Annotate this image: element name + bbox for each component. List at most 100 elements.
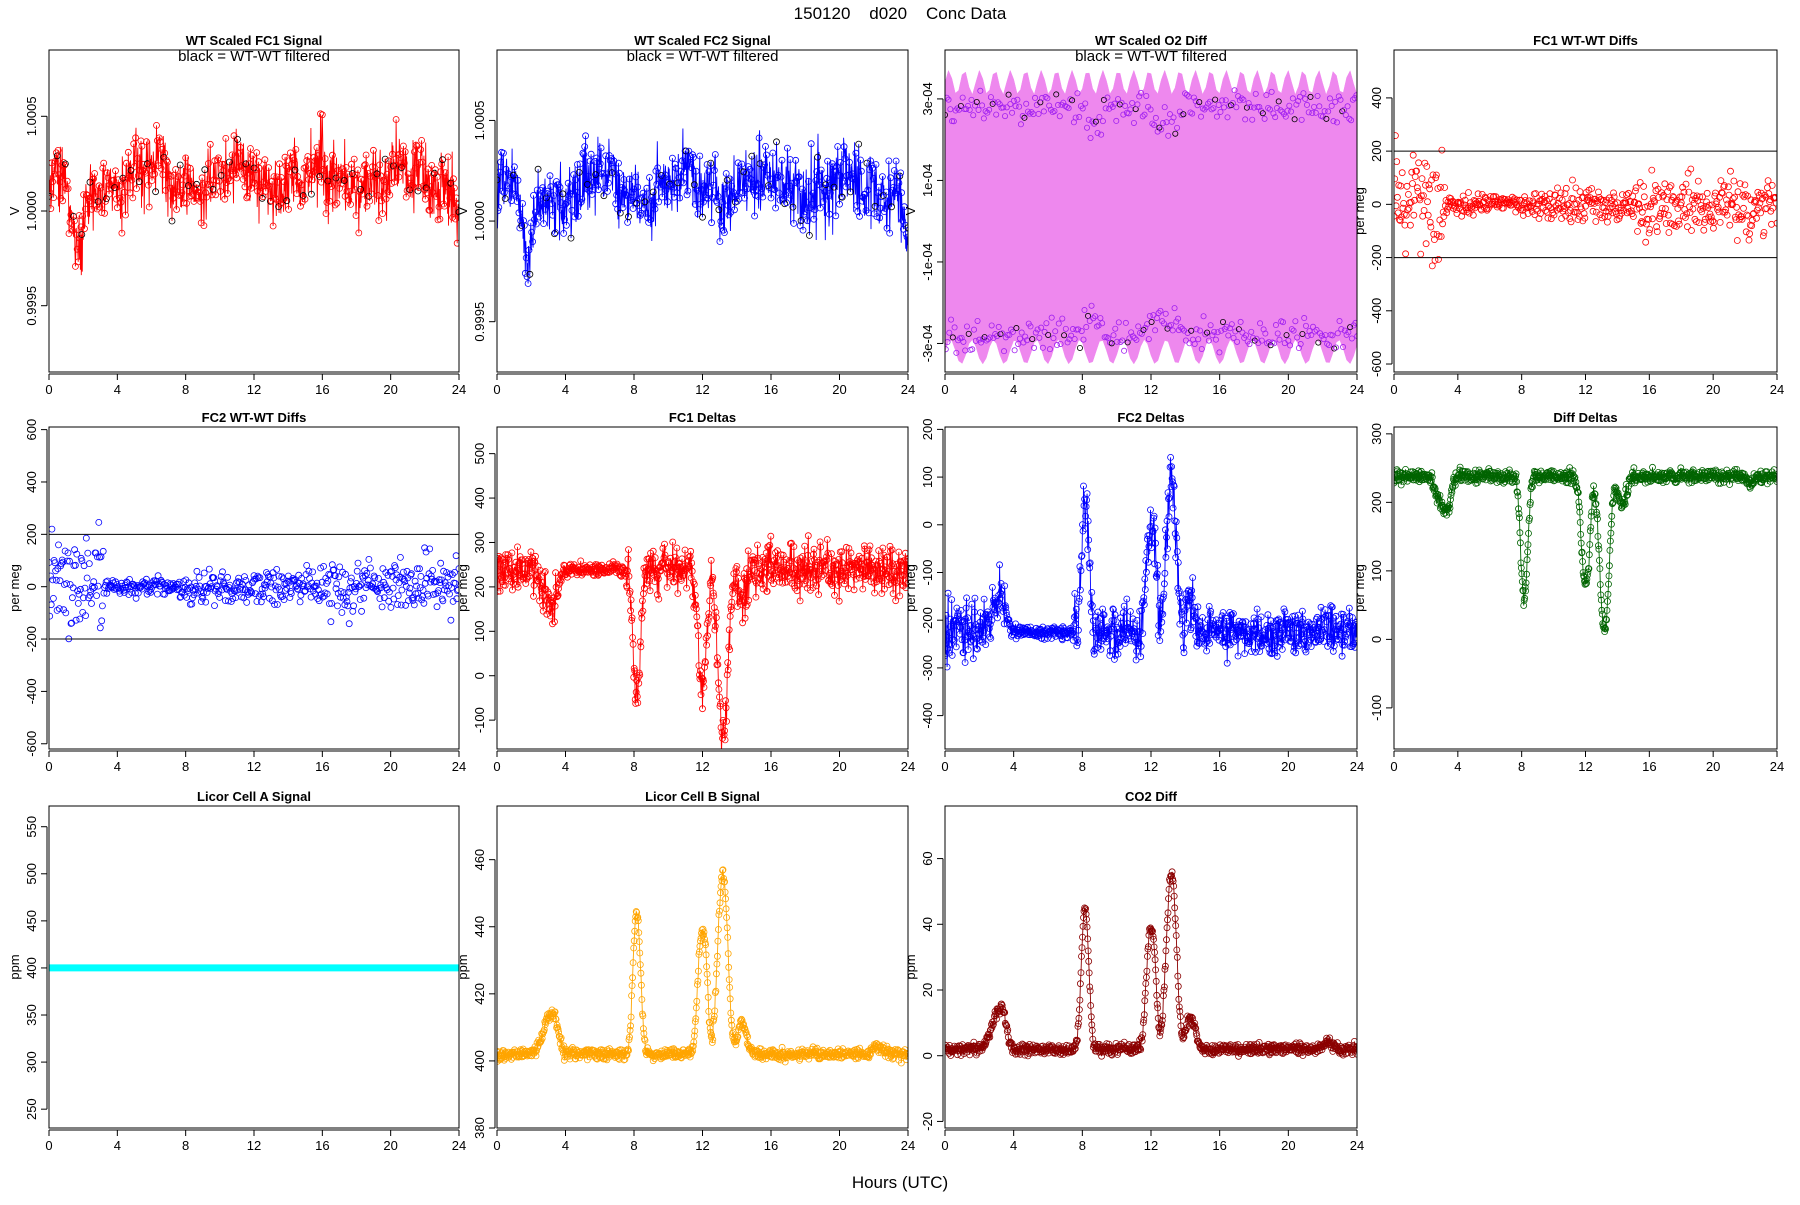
x-tick-label: 24: [452, 382, 466, 397]
y-tick-label: 100: [920, 466, 935, 488]
x-tick-label: 12: [1144, 759, 1158, 774]
y-tick-label: 0.9995: [24, 286, 39, 326]
y-axis-label: V: [7, 206, 22, 215]
x-tick-label: 8: [182, 759, 189, 774]
y-tick-label: -100: [920, 559, 935, 585]
y-tick-label: 3e-04: [920, 82, 935, 115]
page-title: 150120 d020 Conc Data: [794, 4, 1007, 23]
x-tick-label: 8: [1079, 759, 1086, 774]
y-tick-label: 600: [24, 419, 39, 441]
y-tick-label: -3e-04: [920, 325, 935, 363]
x-tick-label: 20: [383, 382, 397, 397]
panel-title: WT Scaled FC1 Signal: [186, 33, 323, 48]
y-tick-label: 1.0005: [472, 101, 487, 141]
x-tick-label: 0: [493, 382, 500, 397]
y-tick-label: 200: [472, 576, 487, 598]
x-tick-label: 12: [695, 759, 709, 774]
panel-title: WT Scaled FC2 Signal: [634, 33, 771, 48]
x-tick-label: 20: [1281, 759, 1295, 774]
panel-title: FC1 Deltas: [669, 410, 736, 425]
x-tick-label: 12: [247, 382, 261, 397]
y-tick-label: -400: [920, 703, 935, 729]
panel-title: FC2 WT-WT Diffs: [202, 410, 307, 425]
x-axis-label: Hours (UTC): [852, 1173, 948, 1192]
x-tick-label: 16: [1642, 382, 1656, 397]
x-tick-label: 24: [1350, 382, 1364, 397]
y-tick-label: 0: [472, 672, 487, 679]
y-tick-label: 500: [472, 443, 487, 465]
y-tick-label: -600: [24, 731, 39, 757]
y-tick-label: 0: [920, 521, 935, 528]
x-tick-label: 8: [182, 382, 189, 397]
y-axis-label: V: [903, 206, 918, 215]
y-tick-label: 200: [24, 523, 39, 545]
y-axis-label: per meg: [455, 564, 470, 612]
x-tick-label: 24: [1350, 759, 1364, 774]
x-tick-label: 24: [901, 759, 915, 774]
x-tick-label: 16: [315, 382, 329, 397]
y-tick-label: 400: [24, 471, 39, 493]
y-axis-label: per meg: [903, 564, 918, 612]
x-tick-label: 16: [764, 759, 778, 774]
x-tick-label: 0: [493, 759, 500, 774]
x-tick-label: 16: [764, 382, 778, 397]
panel-title: WT Scaled O2 Diff: [1095, 33, 1208, 48]
x-tick-label: 4: [114, 759, 121, 774]
y-tick-label: -200: [1369, 245, 1384, 271]
y-tick-label: -400: [1369, 298, 1384, 324]
y-tick-label: -600: [1369, 351, 1384, 377]
x-tick-label: 4: [1454, 382, 1461, 397]
x-tick-label: 4: [1010, 759, 1017, 774]
x-tick-label: 20: [1706, 382, 1720, 397]
y-tick-label: 400: [472, 487, 487, 509]
x-tick-label: 16: [315, 759, 329, 774]
y-axis-label: per meg: [1352, 187, 1367, 235]
x-tick-label: 8: [630, 382, 637, 397]
panel-annotation: black = WT-WT filtered: [627, 48, 779, 65]
y-tick-label: 1.0000: [24, 191, 39, 231]
y-tick-label: 100: [472, 620, 487, 642]
y-tick-label: -1e-04: [920, 243, 935, 281]
y-tick-label: -200: [920, 607, 935, 633]
y-axis-label: per meg: [7, 564, 22, 612]
panel-title: FC2 Deltas: [1117, 410, 1184, 425]
x-tick-label: 8: [1518, 382, 1525, 397]
y-axis-label: V: [455, 206, 470, 215]
y-tick-label: 400: [1369, 87, 1384, 109]
x-tick-label: 12: [1578, 382, 1592, 397]
panel-annotation: black = WT-WT filtered: [178, 48, 330, 65]
x-tick-label: 20: [832, 759, 846, 774]
x-tick-label: 20: [832, 382, 846, 397]
x-tick-label: 12: [1144, 382, 1158, 397]
x-tick-label: 4: [1010, 382, 1017, 397]
x-tick-label: 16: [1212, 382, 1226, 397]
x-tick-label: 4: [562, 759, 569, 774]
x-tick-label: 4: [562, 382, 569, 397]
x-tick-label: 12: [695, 382, 709, 397]
y-tick-label: -300: [920, 655, 935, 681]
x-tick-label: 8: [1079, 382, 1086, 397]
panel-annotation: black = WT-WT filtered: [1075, 48, 1227, 65]
x-tick-label: 0: [1390, 382, 1397, 397]
y-tick-label: -400: [24, 678, 39, 704]
x-tick-label: 8: [630, 759, 637, 774]
x-tick-label: 0: [45, 759, 52, 774]
y-tick-label: 200: [1369, 140, 1384, 162]
y-tick-label: 300: [472, 532, 487, 554]
y-tick-label: 0: [24, 583, 39, 590]
x-tick-label: 0: [941, 759, 948, 774]
panel-title: Diff Deltas: [1553, 410, 1617, 425]
y-tick-label: 0.9995: [472, 302, 487, 342]
x-tick-label: 20: [383, 759, 397, 774]
data-layer: [942, 70, 1359, 363]
y-tick-label: -100: [472, 707, 487, 733]
y-tick-label: 0: [1369, 201, 1384, 208]
x-tick-label: 12: [247, 759, 261, 774]
y-tick-label: 1.0005: [24, 96, 39, 136]
x-tick-label: 20: [1281, 382, 1295, 397]
y-tick-label: 200: [920, 419, 935, 441]
x-tick-label: 0: [941, 382, 948, 397]
panel-title: FC1 WT-WT Diffs: [1533, 33, 1638, 48]
